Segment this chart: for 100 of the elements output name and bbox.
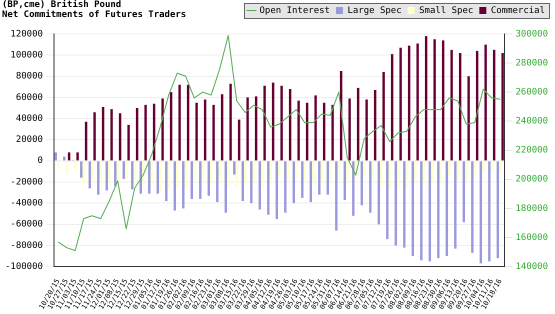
y2-tick-label: 160000	[515, 232, 548, 243]
bar	[165, 161, 168, 202]
bar	[204, 100, 206, 160]
bar	[480, 161, 482, 264]
y-tick-label: 60000	[16, 92, 43, 103]
bar	[208, 161, 210, 196]
bar	[68, 152, 70, 160]
bar	[484, 44, 487, 160]
bar	[286, 161, 289, 180]
bar	[326, 161, 330, 195]
bar	[335, 161, 338, 231]
bar	[267, 161, 270, 215]
bar	[263, 86, 266, 160]
bar	[442, 40, 444, 160]
bar	[114, 161, 116, 186]
bar	[496, 161, 500, 258]
bar	[156, 161, 159, 194]
bar	[424, 36, 428, 160]
bar	[106, 161, 108, 190]
bar	[440, 161, 442, 184]
bar	[394, 161, 398, 246]
y-tick-label: 120000	[10, 29, 43, 40]
bar	[74, 161, 76, 170]
bar	[312, 161, 314, 184]
bar	[118, 113, 122, 160]
bar	[127, 124, 130, 160]
bar	[488, 161, 491, 262]
bar	[99, 161, 102, 181]
bar	[152, 104, 156, 160]
bar	[456, 161, 459, 180]
bar	[233, 161, 236, 175]
bar	[340, 71, 342, 160]
bar	[490, 161, 493, 170]
bar	[292, 161, 296, 204]
bar	[390, 54, 394, 160]
bar	[372, 161, 374, 179]
bar	[116, 161, 119, 184]
bar	[428, 161, 432, 262]
bar	[84, 122, 88, 160]
bar	[416, 44, 419, 160]
bar	[258, 161, 262, 210]
bar	[450, 50, 453, 160]
bar	[288, 88, 292, 160]
bar	[158, 161, 162, 190]
bar	[403, 161, 406, 248]
bar	[161, 98, 164, 160]
y-tick-label: -80000	[10, 240, 43, 251]
bar	[431, 161, 434, 182]
bar	[406, 161, 408, 188]
bar	[124, 161, 128, 179]
y-tick-label: -40000	[10, 198, 43, 209]
bar	[210, 161, 212, 182]
bar	[467, 76, 470, 160]
bar	[280, 86, 283, 160]
bar	[386, 161, 389, 240]
bar	[270, 161, 272, 184]
bar	[499, 161, 502, 172]
bar	[201, 161, 204, 184]
bar	[246, 97, 249, 160]
bar	[250, 161, 252, 204]
bar	[167, 161, 170, 188]
bar	[244, 161, 246, 184]
bar	[80, 161, 82, 178]
bar	[148, 161, 150, 194]
bar	[278, 161, 280, 177]
bar	[454, 161, 457, 249]
bar	[412, 161, 414, 256]
bar	[76, 152, 79, 160]
y-tick-label: -100000	[4, 262, 43, 272]
y2-tick-label: 200000	[515, 174, 548, 185]
y2-tick-label: 280000	[515, 58, 548, 68]
bar	[238, 120, 240, 160]
bar	[356, 88, 360, 160]
y2-tick-label: 300000	[515, 29, 548, 40]
bar	[295, 161, 298, 178]
bar	[136, 108, 138, 160]
bar	[93, 112, 96, 160]
bar	[360, 161, 364, 206]
bar	[382, 72, 385, 160]
chart-subtitle: Net Commitments of Futures Traders	[2, 10, 186, 20]
bar	[352, 161, 355, 216]
bar	[272, 82, 274, 160]
bar	[220, 94, 224, 160]
bar	[476, 50, 478, 160]
bar	[252, 161, 255, 182]
bar	[170, 92, 172, 160]
bar	[318, 161, 321, 195]
bar	[329, 161, 332, 181]
y-tick-label: -20000	[10, 177, 43, 188]
bar	[108, 161, 110, 184]
bar	[380, 161, 382, 186]
bar	[236, 161, 238, 188]
chart-title: (BP,cme) British Pound	[2, 0, 122, 10]
bar	[176, 161, 178, 188]
bar	[331, 104, 334, 160]
bar	[284, 161, 287, 213]
bar	[458, 53, 462, 160]
bar	[122, 161, 125, 179]
bar	[320, 161, 323, 184]
bar	[90, 161, 94, 182]
